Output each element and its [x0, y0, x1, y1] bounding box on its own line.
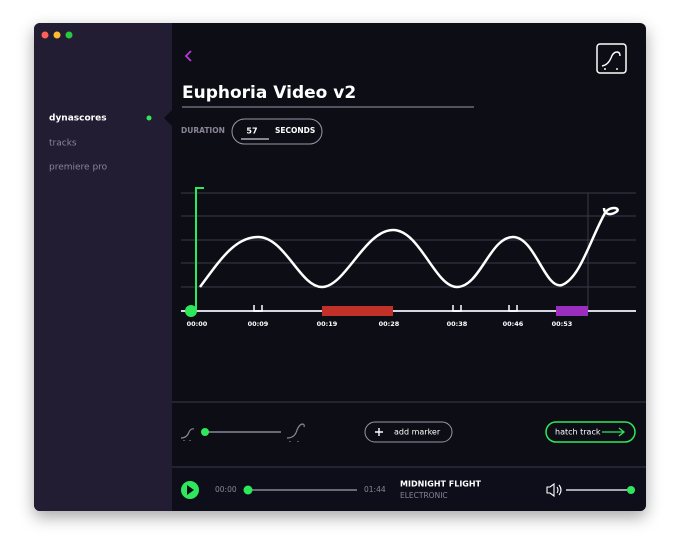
active-dot [146, 115, 152, 121]
time-label: 00:53 [552, 320, 573, 328]
marker-segment[interactable] [322, 306, 393, 316]
progress-knob[interactable] [243, 485, 253, 495]
track-title: MIDNIGHT FLIGHT [400, 480, 482, 489]
playhead[interactable] [195, 187, 204, 311]
play-icon [187, 485, 194, 495]
logo[interactable] [596, 43, 627, 74]
time-label: 00:38 [447, 320, 468, 328]
zoom-button[interactable] [65, 31, 73, 39]
player-bar [172, 467, 646, 511]
volume-knob[interactable] [627, 486, 635, 494]
back-button[interactable] [184, 50, 192, 62]
add-marker-label: add marker [394, 428, 441, 437]
duration-unit: SECONDS [275, 126, 315, 135]
plus-icon [375, 428, 383, 436]
intense-icon [286, 423, 305, 442]
hatch-track-label: hatch track [555, 428, 601, 437]
duration-field[interactable] [231, 118, 323, 145]
minimize-button[interactable] [53, 31, 61, 39]
window-frame [34, 23, 646, 511]
total-time: 01:44 [364, 485, 386, 494]
time-label: 00:28 [379, 320, 400, 328]
sidebar [34, 23, 172, 511]
hatch-track-button[interactable] [545, 421, 636, 443]
nav-item[interactable]: tracks [49, 139, 77, 149]
duration-label: DURATION [181, 126, 225, 135]
nav-item[interactable]: dynascores [49, 114, 107, 124]
track-genre: ELECTRONIC [400, 491, 448, 500]
logo-icon [601, 51, 621, 70]
marker-segment[interactable] [556, 306, 588, 316]
time-label: 00:00 [187, 320, 208, 328]
volume-icon[interactable] [546, 482, 562, 498]
intensity-curve [198, 206, 619, 289]
grid [181, 192, 636, 311]
marker[interactable] [508, 305, 518, 312]
active-pointer [164, 110, 172, 126]
marker[interactable] [253, 305, 263, 312]
time-label: 00:19 [317, 320, 338, 328]
slider-knob[interactable] [201, 428, 209, 436]
duration-value[interactable]: 57 [246, 127, 257, 136]
time-label: 00:46 [503, 320, 524, 328]
playhead-knob[interactable] [185, 305, 197, 317]
close-button[interactable] [41, 31, 49, 39]
marker[interactable] [452, 305, 462, 312]
video-title: Euphoria Video v2 [182, 83, 356, 103]
add-marker-button[interactable] [364, 421, 453, 443]
nav-item[interactable]: premiere pro [49, 163, 108, 173]
current-time: 00:00 [215, 485, 237, 494]
arrow-icon [602, 427, 626, 437]
calm-icon [180, 428, 195, 441]
time-label: 00:09 [248, 320, 269, 328]
